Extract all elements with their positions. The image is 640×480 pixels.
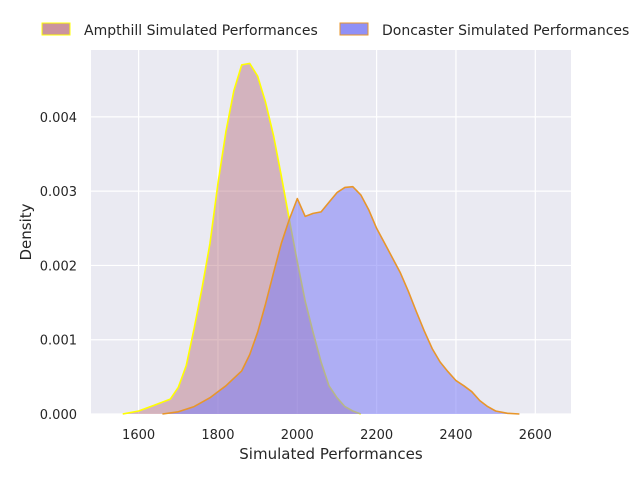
legend: Ampthill Simulated Performances Doncaste… — [41, 22, 629, 39]
x-tick-label: 1800 — [201, 428, 234, 443]
y-tick-label: 0.001 — [40, 334, 77, 349]
series-areas — [122, 62, 520, 415]
y-tick-label: 0.004 — [40, 111, 77, 126]
x-tick-label: 2000 — [281, 428, 314, 443]
x-tick-label: 1600 — [122, 428, 155, 443]
y-axis-label: Density — [17, 203, 35, 260]
series-line-1 — [162, 185, 520, 415]
y-tick-label: 0.003 — [40, 185, 77, 200]
x-axis-label: Simulated Performances — [239, 445, 423, 463]
legend-label-doncaster: Doncaster Simulated Performances — [382, 23, 629, 39]
x-tick-label: 2400 — [439, 428, 472, 443]
x-tick-label: 2600 — [519, 428, 552, 443]
legend-label-ampthill: Ampthill Simulated Performances — [84, 23, 318, 39]
y-axis: 0.000 0.001 0.002 0.003 0.004 — [40, 111, 77, 423]
y-tick-label: 0.000 — [40, 408, 77, 423]
y-tick-label: 0.002 — [40, 259, 77, 274]
legend-swatch-doncaster — [339, 22, 369, 36]
legend-swatch-ampthill — [41, 22, 71, 36]
x-axis: 1600 1800 2000 2200 2400 2600 — [122, 428, 552, 443]
x-tick-label: 2200 — [360, 428, 393, 443]
series-area-1 — [162, 186, 520, 414]
